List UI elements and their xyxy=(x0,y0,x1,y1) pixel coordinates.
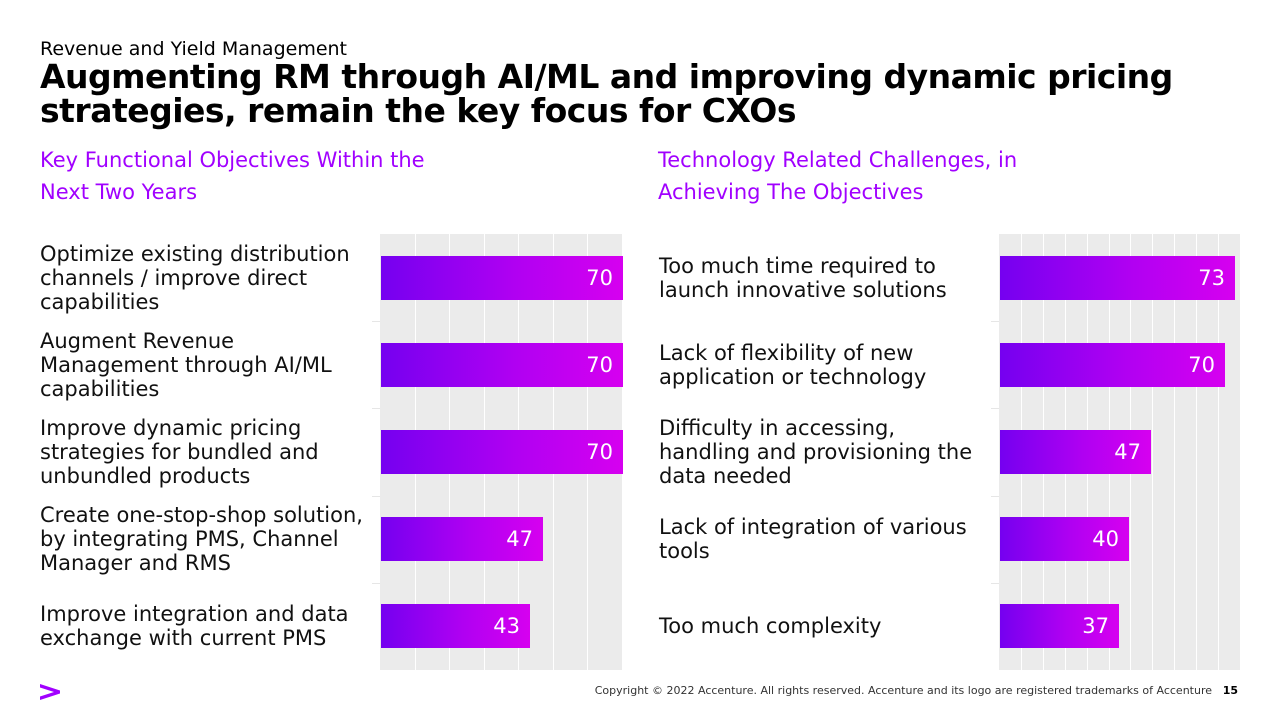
category-label: Create one-stop-shop solution, by integr… xyxy=(40,503,363,575)
category-label: Improve dynamic pricing strategies for b… xyxy=(40,416,319,488)
category-label: Lack of integration of various tools xyxy=(659,515,967,563)
page-number: 15 xyxy=(1222,684,1238,697)
category-label: Improve integration and data exchange wi… xyxy=(40,602,349,650)
bar xyxy=(1000,430,1151,474)
gridline xyxy=(1196,234,1197,670)
row-separator xyxy=(372,496,380,497)
page-title: Augmenting RM through AI/ML and improvin… xyxy=(40,57,1173,130)
data-label: 47 xyxy=(1114,440,1141,464)
bar xyxy=(381,430,623,474)
gridline xyxy=(1152,234,1153,670)
data-label: 73 xyxy=(1198,266,1225,290)
data-label: 43 xyxy=(493,614,520,638)
data-label: 47 xyxy=(506,527,533,551)
section-label: Revenue and Yield Management xyxy=(40,38,348,60)
bar xyxy=(381,343,623,387)
category-label: Augment Revenue Management through AI/ML… xyxy=(40,329,332,401)
bar xyxy=(1000,256,1235,300)
bar xyxy=(1000,517,1129,561)
gridline xyxy=(1174,234,1175,670)
bar xyxy=(381,517,543,561)
gridline xyxy=(1218,234,1219,670)
row-separator xyxy=(991,496,999,497)
chart-right-title: Technology Related Challenges, in Achiev… xyxy=(658,148,1018,204)
category-label: Too much time required to launch innovat… xyxy=(659,254,947,302)
data-label: 40 xyxy=(1092,527,1119,551)
row-separator xyxy=(372,408,380,409)
category-label: Difficulty in accessing, handling and pr… xyxy=(659,416,973,488)
row-separator xyxy=(372,321,380,322)
data-label: 70 xyxy=(586,440,613,464)
data-label: 70 xyxy=(586,266,613,290)
row-separator xyxy=(372,583,380,584)
chart-left-title: Key Functional Objectives Within the Nex… xyxy=(40,148,425,204)
bar xyxy=(381,256,623,300)
data-label: 37 xyxy=(1082,614,1109,638)
category-label: Too much complexity xyxy=(659,614,882,638)
row-separator xyxy=(991,408,999,409)
data-label: 70 xyxy=(586,353,613,377)
bar xyxy=(381,604,530,648)
bar xyxy=(1000,343,1225,387)
bar xyxy=(1000,604,1119,648)
copyright-text: Copyright © 2022 Accenture. All rights r… xyxy=(594,684,1212,697)
category-label: Optimize existing distribution channels … xyxy=(40,242,350,314)
row-separator xyxy=(991,321,999,322)
accenture-logo-icon xyxy=(40,684,60,700)
row-separator xyxy=(991,583,999,584)
category-label: Lack of flexibility of new application o… xyxy=(659,341,927,389)
data-label: 70 xyxy=(1188,353,1215,377)
